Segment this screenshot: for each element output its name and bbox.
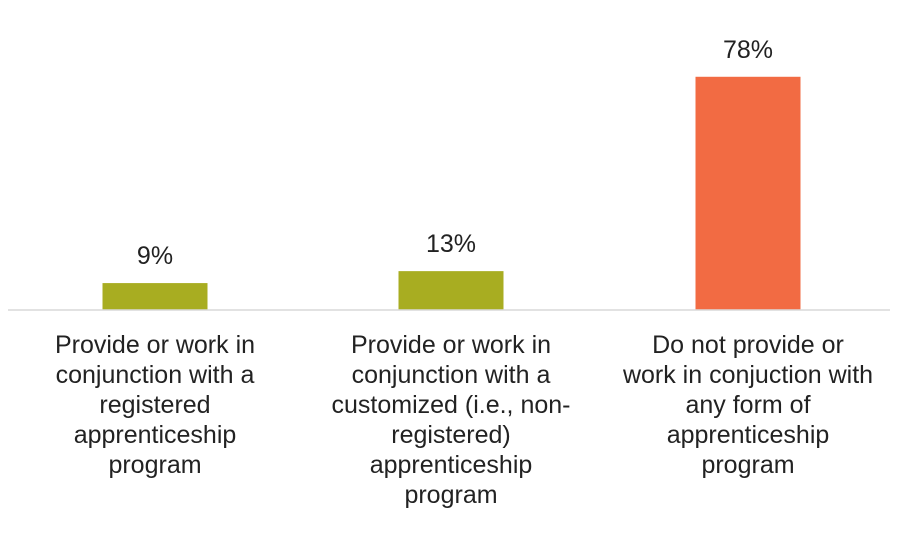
category-label-1: Provide or work in conjunction with a regi… <box>10 330 300 480</box>
bar-2 <box>398 271 504 310</box>
category-label-3-line-3: any form of <box>685 391 811 419</box>
category-label-1-line-1: Provide or work in <box>54 331 256 359</box>
value-label-2: 13% <box>426 230 476 258</box>
category-label-2-line-6: program <box>404 481 498 509</box>
category-label-1-line-3: registered <box>99 391 211 419</box>
bar-3 <box>695 76 801 310</box>
category-label-3: Do not provide or work in conjuction with… <box>603 330 893 480</box>
value-label-1: 9% <box>137 242 173 270</box>
category-label-3-line-2: work in conjuction with <box>622 361 874 389</box>
category-label-1-line-5: program <box>108 451 202 479</box>
category-label-2-line-2: conjunction with a <box>351 361 551 389</box>
bar-1 <box>102 283 208 310</box>
category-label-3-line-5: program <box>701 451 795 479</box>
value-label-3: 78% <box>723 36 773 64</box>
value-labels-group: 9% 13% 78% <box>137 36 773 270</box>
category-label-2-line-3: customized (i.e., non- <box>331 391 571 419</box>
category-label-1-line-2: conjunction with a <box>55 361 255 389</box>
category-label-2-line-5: apprenticeship <box>369 451 533 479</box>
category-label-3-line-1: Do not provide or <box>652 331 844 359</box>
category-label-2-line-1: Provide or work in <box>350 331 552 359</box>
category-label-3-line-4: apprenticeship <box>666 421 830 449</box>
bars-group <box>102 76 801 310</box>
category-label-1-line-4: apprenticeship <box>73 421 237 449</box>
category-label-2: Provide or work in conjunction with a cust… <box>306 330 596 510</box>
category-label-2-line-4: registered) <box>391 421 511 449</box>
